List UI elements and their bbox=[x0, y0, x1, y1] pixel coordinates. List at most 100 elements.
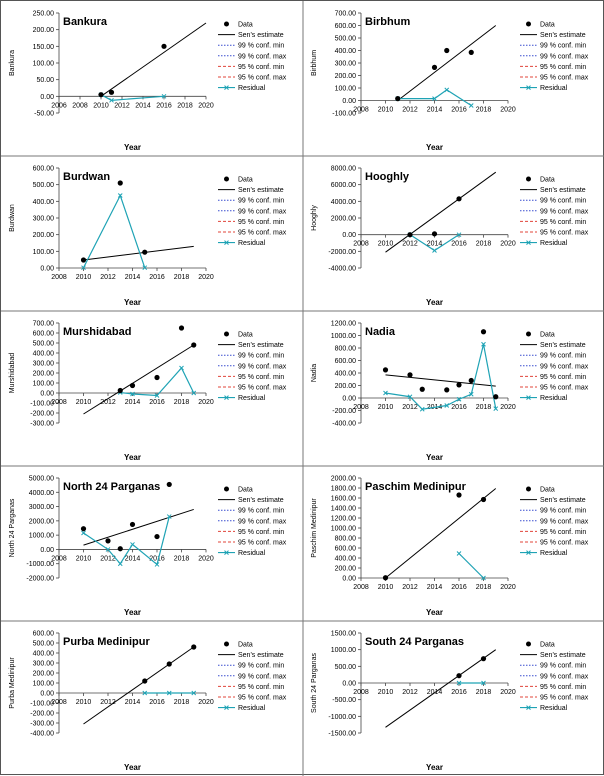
x-tick-label: 2016 bbox=[149, 274, 165, 281]
x-tick-label: 2016 bbox=[149, 399, 165, 406]
legend: Data Sen's estimate 99 % conf. min 99 % con… bbox=[520, 21, 589, 92]
y-tick-label: 100.00 bbox=[33, 249, 55, 256]
x-tick-label: 2018 bbox=[476, 689, 492, 696]
x-tick-label: 2016 bbox=[451, 689, 467, 696]
legend-label: Data bbox=[540, 177, 555, 184]
sens-estimate-line bbox=[385, 374, 496, 387]
residual-point bbox=[444, 87, 450, 93]
x-tick-label: 2014 bbox=[125, 699, 141, 706]
x-tick-label: 2018 bbox=[174, 555, 190, 562]
y-tick-label: -2000.00 bbox=[328, 249, 356, 256]
data-point bbox=[468, 377, 474, 384]
legend-marker-residual-x bbox=[526, 395, 531, 400]
legend-label: 95 % conf. max bbox=[238, 695, 287, 702]
legend-label: 95 % conf. max bbox=[540, 695, 589, 702]
residual-point bbox=[109, 97, 114, 103]
y-tick-label: 400.00 bbox=[33, 651, 55, 658]
x-tick-label: 2016 bbox=[149, 555, 165, 562]
data-point bbox=[444, 387, 450, 393]
x-tick-label: 2008 bbox=[353, 584, 369, 591]
x-tick-label: 2016 bbox=[156, 102, 172, 109]
residual-point bbox=[481, 680, 486, 686]
y-tick-label: 600.00 bbox=[33, 166, 55, 173]
residual-line bbox=[458, 553, 484, 579]
y-tick-label: 200.00 bbox=[33, 371, 55, 378]
y-axis-label: Murshidabad bbox=[9, 353, 16, 394]
legend-marker-residual-x bbox=[526, 705, 531, 710]
legend-label: 95 % conf. max bbox=[238, 540, 287, 547]
y-tick-label: 200.00 bbox=[33, 232, 55, 239]
y-tick-label: 200.00 bbox=[33, 27, 55, 34]
legend-marker-data bbox=[526, 641, 531, 647]
data-point bbox=[456, 492, 462, 498]
x-axis-label: Year bbox=[426, 453, 443, 462]
legend-label: Residual bbox=[540, 550, 568, 557]
residual-point bbox=[154, 562, 160, 567]
x-tick-label: 2020 bbox=[500, 689, 516, 696]
data-point bbox=[444, 47, 450, 54]
legend-label: Residual bbox=[540, 85, 568, 92]
x-tick-label: 2016 bbox=[451, 584, 467, 591]
y-tick-label: 1000.00 bbox=[331, 333, 356, 340]
legend-label: 99 % conf. max bbox=[540, 363, 589, 370]
legend-label: 95 % conf. min bbox=[238, 219, 284, 226]
legend-label: Data bbox=[540, 22, 555, 29]
residual-point bbox=[191, 690, 197, 696]
data-point bbox=[480, 656, 487, 662]
y-tick-label: 0.00 bbox=[342, 232, 356, 239]
chart-title: South 24 Parganas bbox=[365, 636, 464, 648]
sens-estimate-line bbox=[83, 508, 194, 546]
y-tick-label: 300.00 bbox=[33, 361, 55, 368]
x-tick-label: 2008 bbox=[72, 102, 88, 109]
x-tick-label: 2012 bbox=[100, 274, 116, 281]
legend-label: Residual bbox=[238, 550, 266, 557]
y-tick-label: 100.00 bbox=[335, 86, 357, 93]
y-tick-label: 8000.00 bbox=[331, 166, 356, 173]
x-tick-label: 2012 bbox=[402, 584, 418, 591]
data-point bbox=[191, 342, 197, 348]
x-axis-label: Year bbox=[124, 608, 141, 617]
legend-label: 99 % conf. min bbox=[238, 198, 284, 205]
residual-line bbox=[385, 344, 497, 410]
chart-paschim: 0.00 200.00 400.00 600.00 800.00 1000.00 1200.… bbox=[311, 476, 589, 618]
data-point bbox=[129, 521, 136, 528]
y-axis-label: Nadia bbox=[311, 364, 318, 382]
x-tick-label: 2018 bbox=[174, 399, 190, 406]
legend-label: Residual bbox=[540, 240, 568, 247]
x-tick-label: 2010 bbox=[378, 404, 394, 411]
data-point bbox=[161, 43, 167, 49]
y-axis-label: Paschim Medinipur bbox=[311, 498, 318, 558]
legend-label: 95 % conf. max bbox=[540, 230, 589, 237]
legend-label: 99 % conf. max bbox=[238, 673, 287, 680]
residual-point bbox=[81, 530, 86, 536]
y-tick-label: 1600.00 bbox=[331, 496, 356, 503]
legend-label: Data bbox=[238, 177, 253, 184]
data-point bbox=[456, 673, 462, 679]
legend: Data Sen's estimate 99 % conf. min 99 % con… bbox=[218, 486, 287, 557]
legend-marker-residual-x bbox=[224, 240, 229, 245]
chart-birbhum: -100.00 0.00 100.00 200.00 300.00 400.00 500.0… bbox=[311, 11, 589, 153]
residual-point bbox=[432, 248, 437, 253]
x-tick-label: 2018 bbox=[476, 241, 492, 248]
y-tick-label: 200.00 bbox=[335, 566, 357, 573]
residual-point bbox=[456, 551, 462, 556]
x-tick-label: 2012 bbox=[402, 241, 418, 248]
data-point bbox=[166, 481, 172, 488]
data-point bbox=[456, 196, 462, 202]
data-point bbox=[80, 526, 87, 532]
y-tick-label: 2000.00 bbox=[331, 476, 356, 483]
data-point bbox=[117, 180, 123, 186]
x-tick-label: 2020 bbox=[198, 274, 214, 281]
legend: Data Sen's estimate 99 % conf. min 99 % con… bbox=[520, 331, 589, 402]
legend-label: 99 % conf. max bbox=[540, 518, 589, 525]
y-axis-label: Hooghly bbox=[311, 205, 318, 231]
legend-label: 99 % conf. max bbox=[238, 53, 287, 60]
residual-point bbox=[117, 193, 123, 198]
residual-line bbox=[83, 516, 170, 566]
x-tick-label: 2008 bbox=[51, 555, 67, 562]
y-tick-label: -200.00 bbox=[30, 711, 54, 718]
y-tick-label: 0.00 bbox=[342, 396, 356, 403]
chart-title: North 24 Parganas bbox=[63, 481, 160, 493]
sens-estimate-line bbox=[83, 646, 195, 725]
y-tick-label: 200.00 bbox=[335, 73, 357, 80]
